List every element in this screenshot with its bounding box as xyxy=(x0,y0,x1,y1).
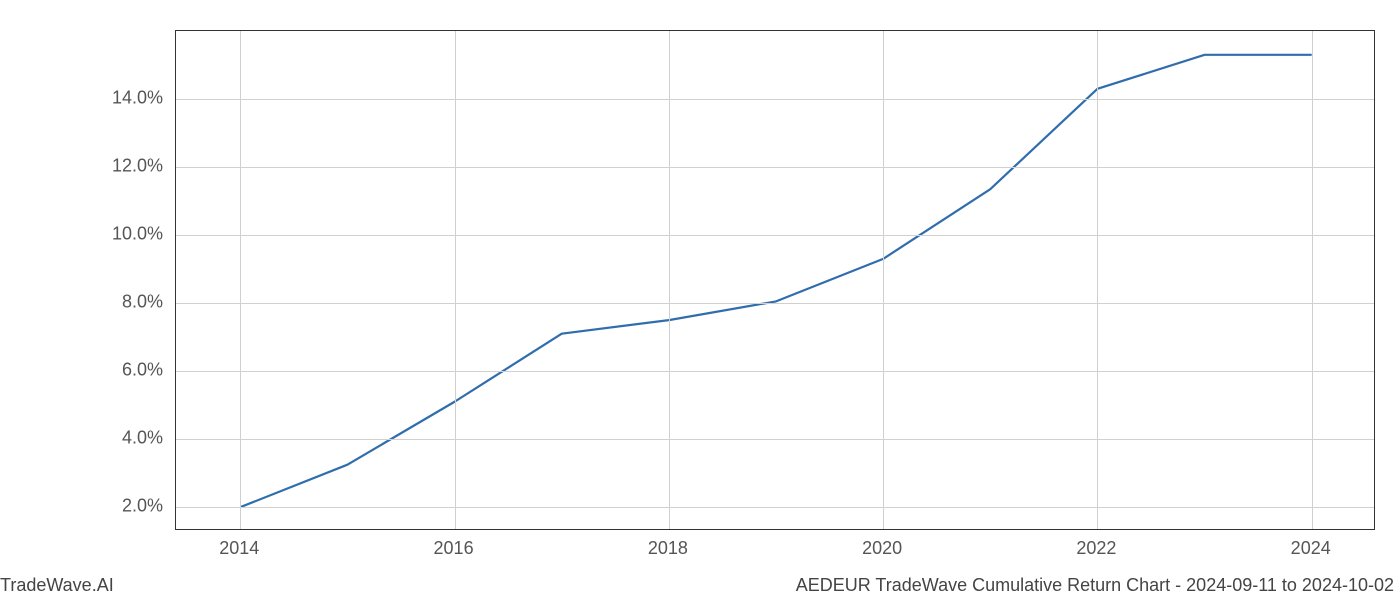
gridline-horizontal xyxy=(176,507,1374,508)
x-tick-label: 2024 xyxy=(1291,538,1331,559)
x-tick-label: 2022 xyxy=(1076,538,1116,559)
gridline-horizontal xyxy=(176,303,1374,304)
gridline-vertical xyxy=(455,31,456,529)
y-tick-label: 2.0% xyxy=(103,496,163,517)
chart-caption: AEDEUR TradeWave Cumulative Return Chart… xyxy=(796,575,1394,596)
x-tick-label: 2016 xyxy=(434,538,474,559)
y-tick-label: 4.0% xyxy=(103,428,163,449)
plot-area xyxy=(175,30,1375,530)
gridline-horizontal xyxy=(176,439,1374,440)
line-series xyxy=(176,31,1376,531)
x-tick-label: 2014 xyxy=(219,538,259,559)
gridline-horizontal xyxy=(176,235,1374,236)
gridline-horizontal xyxy=(176,99,1374,100)
gridline-vertical xyxy=(669,31,670,529)
gridline-vertical xyxy=(1312,31,1313,529)
x-tick-label: 2020 xyxy=(862,538,902,559)
gridline-horizontal xyxy=(176,371,1374,372)
gridline-vertical xyxy=(883,31,884,529)
watermark-left: TradeWave.AI xyxy=(0,575,114,596)
y-tick-label: 6.0% xyxy=(103,360,163,381)
y-tick-label: 8.0% xyxy=(103,292,163,313)
x-tick-label: 2018 xyxy=(648,538,688,559)
gridline-vertical xyxy=(240,31,241,529)
y-tick-label: 12.0% xyxy=(103,156,163,177)
y-tick-label: 10.0% xyxy=(103,224,163,245)
y-tick-label: 14.0% xyxy=(103,88,163,109)
gridline-vertical xyxy=(1097,31,1098,529)
gridline-horizontal xyxy=(176,167,1374,168)
chart-container: TradeWave.AI AEDEUR TradeWave Cumulative… xyxy=(0,0,1400,600)
